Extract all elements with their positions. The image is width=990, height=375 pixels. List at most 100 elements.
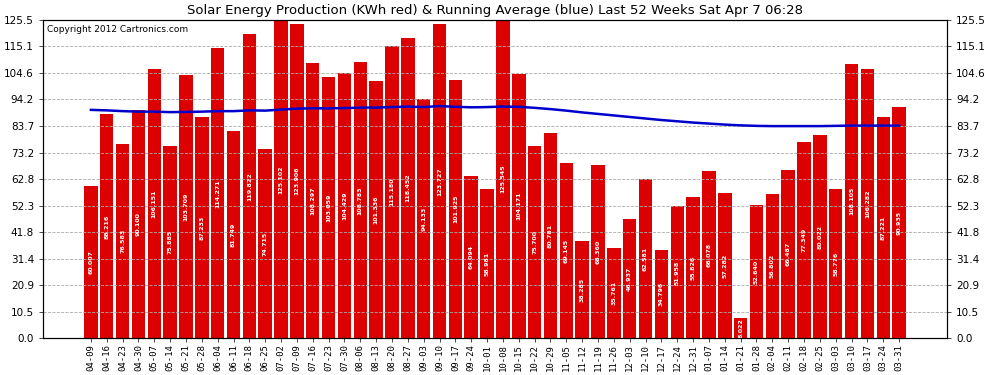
Text: 123.727: 123.727 xyxy=(437,167,442,196)
Bar xyxy=(116,144,130,338)
Text: 69.145: 69.145 xyxy=(564,238,569,263)
Text: 56.802: 56.802 xyxy=(770,254,775,278)
Bar xyxy=(369,81,383,338)
Bar xyxy=(781,170,795,338)
Title: Solar Energy Production (KWh red) & Running Average (blue) Last 52 Weeks Sat Apr: Solar Energy Production (KWh red) & Runn… xyxy=(187,4,803,17)
Text: 51.958: 51.958 xyxy=(675,260,680,285)
Text: 80.022: 80.022 xyxy=(818,225,823,249)
Bar xyxy=(274,21,288,338)
Bar xyxy=(876,117,890,338)
Bar xyxy=(306,63,320,338)
Text: 123.906: 123.906 xyxy=(294,167,299,195)
Text: 74.715: 74.715 xyxy=(262,231,267,256)
Text: 90.935: 90.935 xyxy=(897,211,902,235)
Bar xyxy=(385,46,399,338)
Bar xyxy=(322,77,336,338)
Text: 103.709: 103.709 xyxy=(183,192,188,221)
Bar xyxy=(718,193,732,338)
Text: 87.233: 87.233 xyxy=(199,216,204,240)
Bar xyxy=(448,80,462,338)
Bar xyxy=(195,117,209,338)
Text: 94.133: 94.133 xyxy=(421,207,426,231)
Text: 38.285: 38.285 xyxy=(580,278,585,302)
Text: 101.336: 101.336 xyxy=(373,195,378,224)
Text: 77.349: 77.349 xyxy=(802,228,807,252)
Bar xyxy=(496,20,510,338)
Bar xyxy=(749,205,763,338)
Text: 108.783: 108.783 xyxy=(357,186,362,214)
Bar xyxy=(829,189,842,338)
Text: 108.105: 108.105 xyxy=(849,187,854,215)
Bar xyxy=(211,48,225,338)
Bar xyxy=(702,171,716,338)
Bar xyxy=(433,24,446,338)
Bar xyxy=(480,189,494,338)
Text: 104.171: 104.171 xyxy=(516,192,522,220)
Text: 58.981: 58.981 xyxy=(484,251,490,276)
Bar xyxy=(528,146,542,338)
Text: 125.545: 125.545 xyxy=(500,165,506,194)
Text: 104.429: 104.429 xyxy=(342,192,346,220)
Text: 106.151: 106.151 xyxy=(151,189,156,218)
Bar xyxy=(132,110,146,338)
Text: 125.102: 125.102 xyxy=(278,165,283,194)
Text: 62.581: 62.581 xyxy=(644,247,648,271)
Bar xyxy=(338,73,351,338)
Text: 115.180: 115.180 xyxy=(389,178,394,206)
Bar xyxy=(813,135,827,338)
Bar xyxy=(401,38,415,338)
Bar xyxy=(559,163,573,338)
Text: 108.297: 108.297 xyxy=(310,187,315,215)
Bar xyxy=(148,69,161,338)
Bar xyxy=(290,24,304,338)
Bar xyxy=(686,196,700,338)
Text: 76.583: 76.583 xyxy=(120,229,125,253)
Bar xyxy=(639,180,652,338)
Text: 87.221: 87.221 xyxy=(881,216,886,240)
Text: 46.937: 46.937 xyxy=(628,267,633,291)
Text: 118.452: 118.452 xyxy=(405,174,410,202)
Bar xyxy=(892,108,906,338)
Bar xyxy=(591,165,605,338)
Text: 58.776: 58.776 xyxy=(834,252,839,276)
Text: 75.700: 75.700 xyxy=(532,230,538,254)
Bar xyxy=(179,75,193,338)
Bar xyxy=(243,34,256,338)
Text: 55.826: 55.826 xyxy=(691,255,696,280)
Bar xyxy=(575,241,589,338)
Bar xyxy=(670,207,684,338)
Bar xyxy=(860,69,874,338)
Text: 88.216: 88.216 xyxy=(104,214,109,238)
Bar xyxy=(84,186,98,338)
Text: 75.885: 75.885 xyxy=(167,230,172,254)
Bar xyxy=(464,176,478,338)
Bar xyxy=(797,142,811,338)
Text: 60.007: 60.007 xyxy=(88,250,93,274)
Text: 64.094: 64.094 xyxy=(468,245,474,269)
Bar xyxy=(654,250,668,338)
Text: 68.360: 68.360 xyxy=(596,240,601,264)
Text: 103.059: 103.059 xyxy=(326,194,331,222)
Text: 81.749: 81.749 xyxy=(231,222,236,247)
Bar xyxy=(227,131,241,338)
Bar xyxy=(607,248,621,338)
Text: 80.781: 80.781 xyxy=(548,224,553,248)
Text: Copyright 2012 Cartronics.com: Copyright 2012 Cartronics.com xyxy=(47,24,188,33)
Text: 35.761: 35.761 xyxy=(612,281,617,305)
Text: 114.271: 114.271 xyxy=(215,179,220,208)
Text: 57.282: 57.282 xyxy=(723,254,728,278)
Text: 34.796: 34.796 xyxy=(659,282,664,306)
Text: 90.100: 90.100 xyxy=(136,212,141,236)
Text: 52.640: 52.640 xyxy=(754,260,759,284)
Bar xyxy=(163,146,177,338)
Text: 8.022: 8.022 xyxy=(739,318,743,338)
Bar xyxy=(417,99,431,338)
Bar xyxy=(353,62,367,338)
Bar xyxy=(844,64,858,338)
Bar xyxy=(734,318,747,338)
Bar xyxy=(623,219,637,338)
Bar xyxy=(765,194,779,338)
Bar xyxy=(512,74,526,338)
Bar xyxy=(100,114,114,338)
Text: 119.822: 119.822 xyxy=(247,172,251,201)
